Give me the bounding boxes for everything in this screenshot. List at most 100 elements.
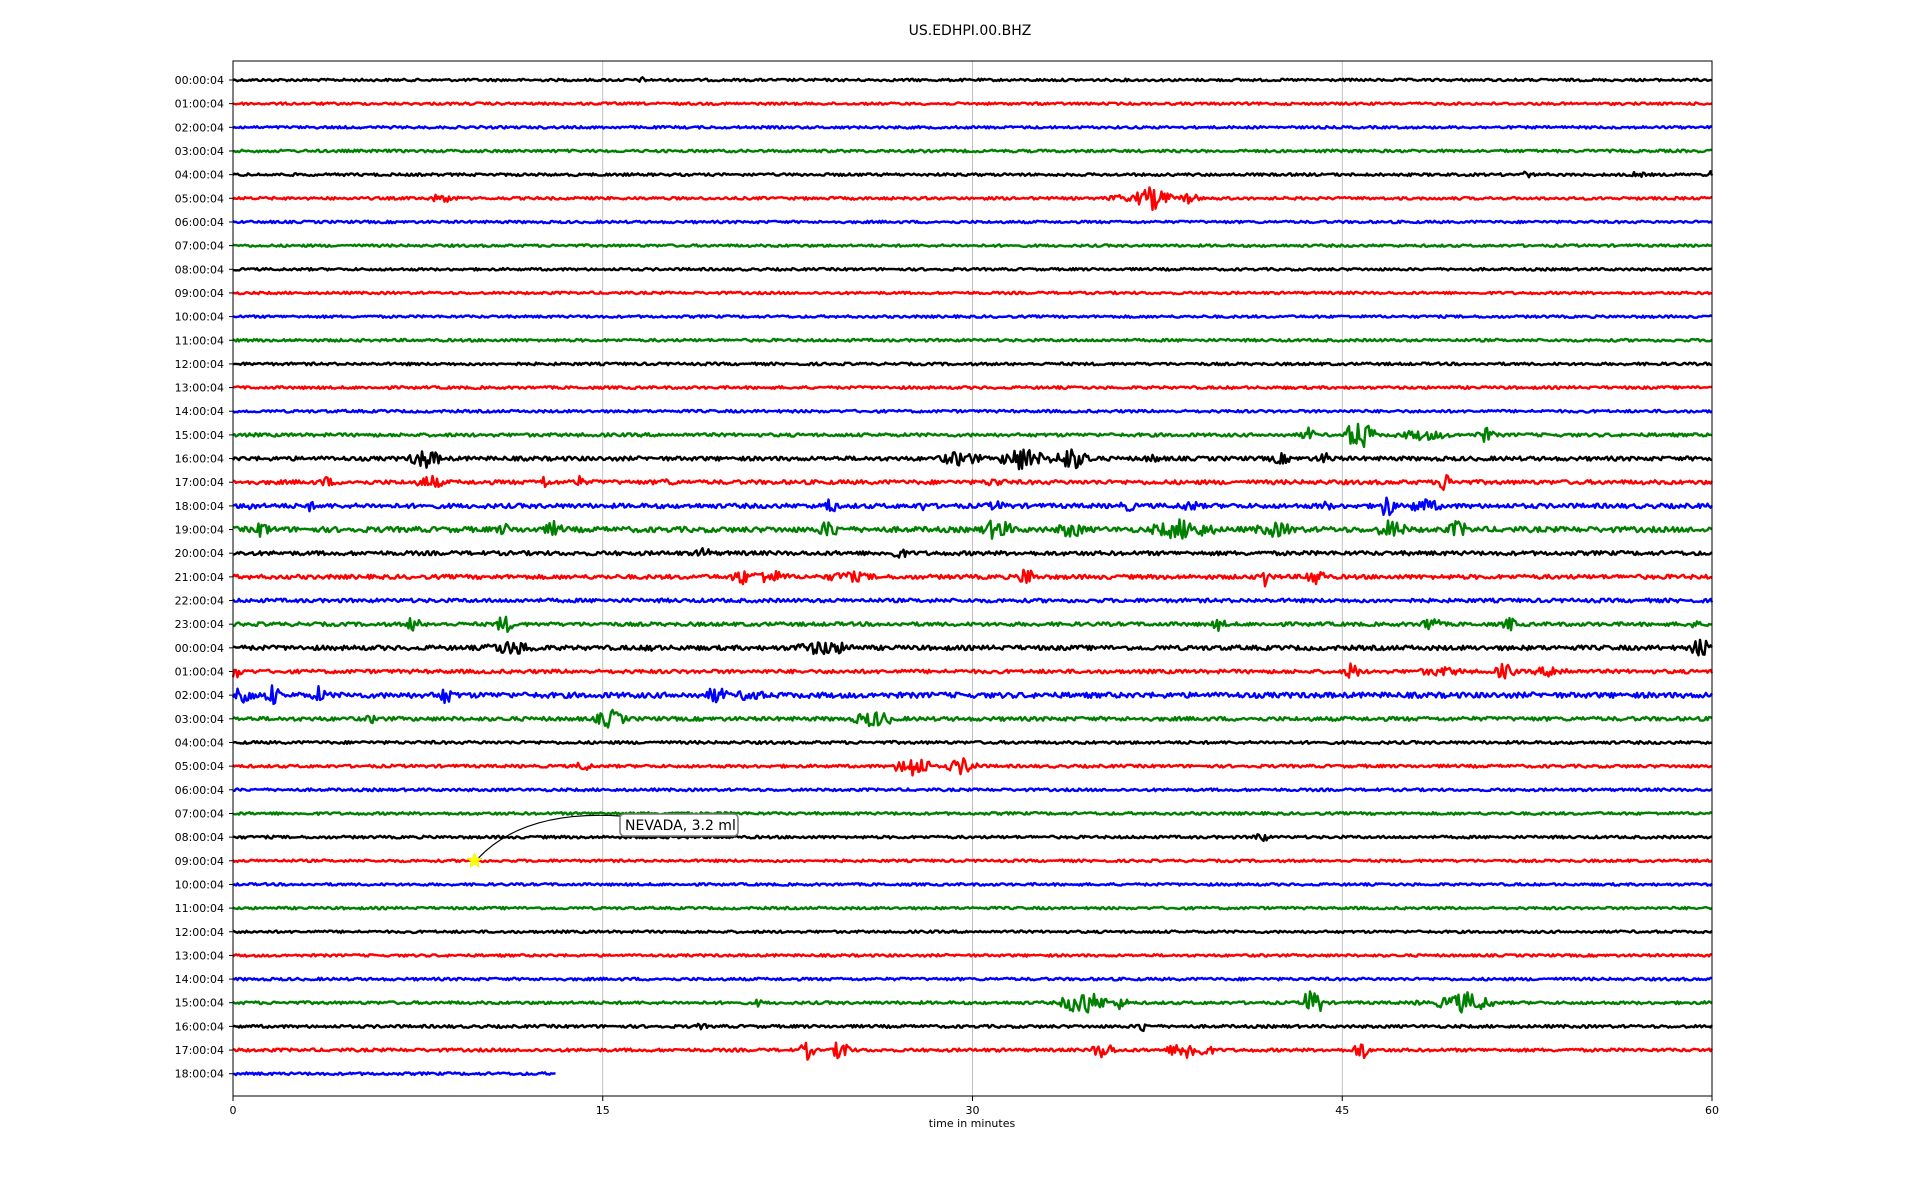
trace-row	[232, 101, 1713, 107]
row-time-label: 09:00:04	[175, 855, 224, 868]
trace-row	[233, 266, 1713, 272]
row-time-label: 17:00:04	[175, 1044, 224, 1057]
trace-row	[232, 905, 1713, 911]
trace-row	[232, 597, 1714, 604]
trace-row	[232, 124, 1713, 130]
row-time-label: 11:00:04	[175, 334, 224, 347]
x-tick-label: 15	[596, 1104, 610, 1117]
annotation-arrow	[478, 814, 621, 859]
trace-row	[233, 1071, 556, 1077]
row-time-label: 18:00:04	[175, 500, 224, 513]
row-time-label: 01:00:04	[175, 666, 224, 679]
row-time-label: 20:00:04	[175, 547, 224, 560]
annotation-box	[619, 813, 739, 837]
x-tick-label: 45	[1335, 1104, 1349, 1117]
trace-row	[232, 615, 1713, 633]
trace-row	[232, 757, 1713, 777]
row-time-label: 09:00:04	[175, 287, 224, 300]
row-time-label: 03:00:04	[175, 713, 224, 726]
row-time-label: 02:00:04	[175, 121, 224, 134]
trace-row	[232, 1041, 1714, 1061]
trace-row	[233, 787, 1713, 793]
x-tick-label: 60	[1705, 1104, 1719, 1117]
trace-row	[232, 739, 1713, 746]
trace-row	[232, 1022, 1714, 1033]
trace-row	[232, 408, 1713, 414]
trace-row	[232, 547, 1713, 559]
trace-row	[232, 882, 1713, 887]
row-time-label: 00:00:04	[175, 74, 224, 87]
trace-row	[232, 337, 1713, 343]
x-axis-ticks: 0 15 30 45 60	[230, 1096, 1719, 1117]
x-tick-label: 30	[966, 1104, 980, 1117]
row-time-label: 07:00:04	[175, 807, 224, 820]
event-annotation: NEVADA, 3.2 ml	[466, 813, 739, 868]
row-time-label: 17:00:04	[175, 476, 224, 489]
row-time-label: 08:00:04	[175, 263, 224, 276]
row-time-label: 15:00:04	[175, 429, 224, 442]
row-time-label: 14:00:04	[175, 405, 224, 418]
row-time-label: 16:00:04	[175, 453, 224, 466]
x-tick-label: 0	[230, 1104, 237, 1117]
chart-title: US.EDHPI.00.BHZ	[909, 23, 1032, 39]
trace-row	[232, 219, 1713, 225]
trace-row	[232, 708, 1713, 729]
row-time-label: 03:00:04	[175, 145, 224, 158]
trace-row	[232, 976, 1713, 982]
trace-row	[232, 76, 1713, 83]
trace-row	[232, 518, 1713, 540]
trace-row	[232, 243, 1713, 248]
x-axis-label: time in minutes	[929, 1117, 1016, 1130]
trace-row	[232, 290, 1713, 296]
row-time-label: 10:00:04	[175, 878, 224, 891]
row-time-label: 12:00:04	[175, 926, 224, 939]
trace-row	[232, 186, 1713, 212]
trace-row	[232, 422, 1713, 449]
row-time-label: 15:00:04	[175, 997, 224, 1010]
seismogram-traces	[231, 76, 1714, 1077]
row-time-label: 16:00:04	[175, 1020, 224, 1033]
row-time-label: 01:00:04	[175, 98, 224, 111]
row-time-label: 22:00:04	[175, 595, 224, 608]
trace-row	[232, 314, 1713, 319]
trace-row	[232, 811, 1713, 816]
trace-row	[232, 953, 1713, 958]
trace-row	[232, 474, 1714, 491]
trace-row	[232, 929, 1713, 935]
row-time-label: 04:00:04	[175, 169, 224, 182]
row-time-label: 11:00:04	[175, 902, 224, 915]
trace-row	[232, 638, 1713, 657]
trace-row	[232, 568, 1713, 588]
row-time-label: 13:00:04	[175, 382, 224, 395]
row-time-label: 08:00:04	[175, 831, 224, 844]
trace-row	[232, 496, 1713, 517]
trace-row	[232, 170, 1714, 179]
row-time-label: 19:00:04	[175, 524, 224, 537]
trace-row	[232, 990, 1713, 1014]
row-time-label: 23:00:04	[175, 618, 224, 631]
row-time-label: 06:00:04	[175, 216, 224, 229]
trace-row	[232, 385, 1713, 391]
annotation-label: NEVADA, 3.2 ml	[625, 818, 736, 834]
row-time-label: 07:00:04	[175, 240, 224, 253]
trace-row	[232, 361, 1713, 367]
trace-row	[232, 833, 1713, 843]
trace-row	[231, 448, 1713, 471]
row-time-label: 05:00:04	[175, 760, 224, 773]
trace-row	[231, 684, 1713, 706]
row-time-label: 04:00:04	[175, 736, 224, 749]
row-time-label: 12:00:04	[175, 358, 224, 371]
row-time-label: 21:00:04	[175, 571, 224, 584]
trace-row	[231, 662, 1714, 680]
row-time-label: 06:00:04	[175, 784, 224, 797]
row-time-label: 10:00:04	[175, 311, 224, 324]
row-time-label: 02:00:04	[175, 689, 224, 702]
row-time-labels: 00:00:04 01:00:04 02:00:04 03:00:04 04:00:04…	[175, 74, 233, 1081]
row-time-label: 00:00:04	[175, 642, 224, 655]
row-time-label: 14:00:04	[175, 973, 224, 986]
trace-row	[232, 148, 1713, 154]
trace-row	[232, 858, 1713, 864]
row-time-label: 13:00:04	[175, 949, 224, 962]
row-time-label: 18:00:04	[175, 1068, 224, 1081]
